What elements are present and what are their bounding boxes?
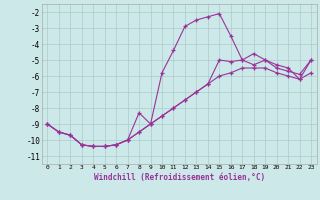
X-axis label: Windchill (Refroidissement éolien,°C): Windchill (Refroidissement éolien,°C) bbox=[94, 173, 265, 182]
